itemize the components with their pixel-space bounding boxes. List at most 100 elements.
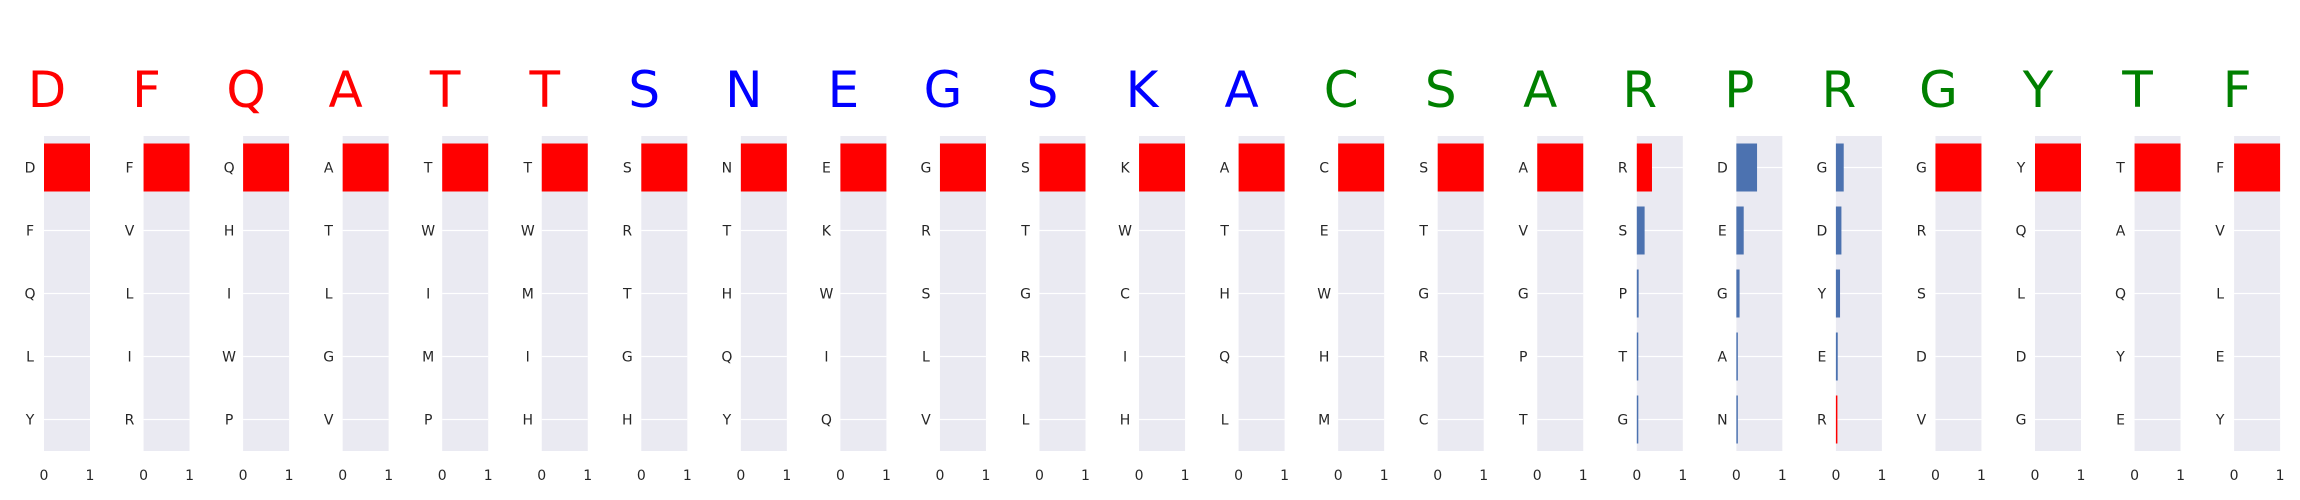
x-tick-label: 0 [139,468,148,484]
category-label: I [426,287,430,303]
x-tick-label: 0 [836,468,845,484]
logo-panel: E E K W I Q 0 1 [819,61,890,484]
position-letter: E [828,61,860,119]
x-tick-label: 1 [86,468,95,484]
x-tick-label: 0 [40,468,49,484]
position-letter: R [1622,61,1657,119]
category-label: E [2116,413,2125,429]
category-label: P [424,413,432,429]
logo-panel: A A V G P T 0 1 [1518,61,1588,484]
category-label: H [224,224,235,240]
position-letter: A [1523,61,1557,119]
category-label: L [2216,287,2224,303]
category-label: G [1418,287,1429,303]
x-tick-label: 0 [1732,468,1741,484]
x-tick-label: 0 [537,468,546,484]
category-label: M [522,287,534,303]
category-label: V [125,224,135,240]
x-tick-label: 0 [736,468,745,484]
category-label: S [623,161,632,177]
x-tick-label: 1 [185,468,194,484]
bar [1636,269,1639,318]
logo-panel: S S T G R C 0 1 [1418,61,1488,484]
category-label: I [127,350,131,366]
logo-panel: K K W C I H 0 1 [1118,61,1189,484]
logo-panel: A A T H Q L 0 1 [1219,61,1289,484]
bar [44,143,90,192]
category-label: A [1518,161,1528,177]
position-letter: P [1724,61,1754,119]
position-letter: T [2121,61,2153,119]
x-tick-label: 1 [583,468,592,484]
category-label: R [622,224,632,240]
bar [1437,143,1484,192]
category-label: Q [821,413,832,429]
category-label: M [422,350,434,366]
category-label: Y [25,413,35,429]
category-label: P [1619,287,1627,303]
logo-panel: G G R S L V 0 1 [921,61,991,484]
x-tick-label: 1 [782,468,791,484]
category-label: P [1519,350,1527,366]
position-letter: Q [226,61,265,119]
category-label: L [1022,413,1030,429]
category-label: G [1816,161,1827,177]
category-label: S [1419,161,1428,177]
category-label: C [1419,413,1429,429]
x-tick-label: 1 [1081,468,1090,484]
category-label: H [722,287,733,303]
x-tick-label: 1 [981,468,990,484]
category-label: D [25,161,36,177]
bar [1736,395,1738,444]
category-label: T [423,161,433,177]
bar [1636,206,1645,255]
logo-panel: N N T H Q Y 0 1 [721,61,791,484]
category-label: Y [1817,287,1827,303]
bar [1835,206,1842,255]
logo-panel: T T W I M P 0 1 [421,61,492,484]
category-label: V [921,413,931,429]
x-tick-label: 1 [882,468,891,484]
category-label: L [325,287,333,303]
x-tick-label: 0 [935,468,944,484]
x-tick-label: 1 [384,468,393,484]
bar [2035,143,2081,192]
x-tick-label: 1 [1977,468,1986,484]
category-label: Y [2016,161,2026,177]
category-label: H [622,413,633,429]
bar [939,143,986,192]
category-label: E [2216,350,2225,366]
logo-panel: Q Q H I W P 0 1 [222,61,293,484]
category-label: D [1817,224,1828,240]
logo-panel: T T W M I H 0 1 [521,61,592,484]
logo-panel: Y Y Q L D G 0 1 [2015,61,2085,484]
category-label: A [1220,161,1230,177]
x-tick-label: 0 [1632,468,1641,484]
category-label: A [1718,350,1728,366]
bar [1338,143,1385,192]
position-letter: A [1224,61,1258,119]
bar [1736,206,1744,255]
bar [641,143,688,192]
position-letter: D [28,61,67,119]
category-label: W [421,224,435,240]
position-letter: F [2223,61,2252,119]
category-label: I [526,350,530,366]
x-tick-label: 1 [1678,468,1687,484]
category-label: H [1219,287,1230,303]
category-label: Y [2115,350,2125,366]
category-label: F [2216,161,2224,177]
category-label: Q [224,161,235,177]
category-label: G [1717,287,1728,303]
x-tick-label: 0 [1135,468,1144,484]
category-label: R [1817,413,1827,429]
category-label: N [722,161,732,177]
category-label: G [921,161,932,177]
category-label: R [125,413,135,429]
category-label: F [126,161,134,177]
bar [740,143,787,192]
position-letter: A [329,61,363,119]
logo-panel: F F V L E Y 0 1 [2215,61,2285,484]
position-letter: K [1126,61,1160,119]
category-label: A [2116,224,2126,240]
